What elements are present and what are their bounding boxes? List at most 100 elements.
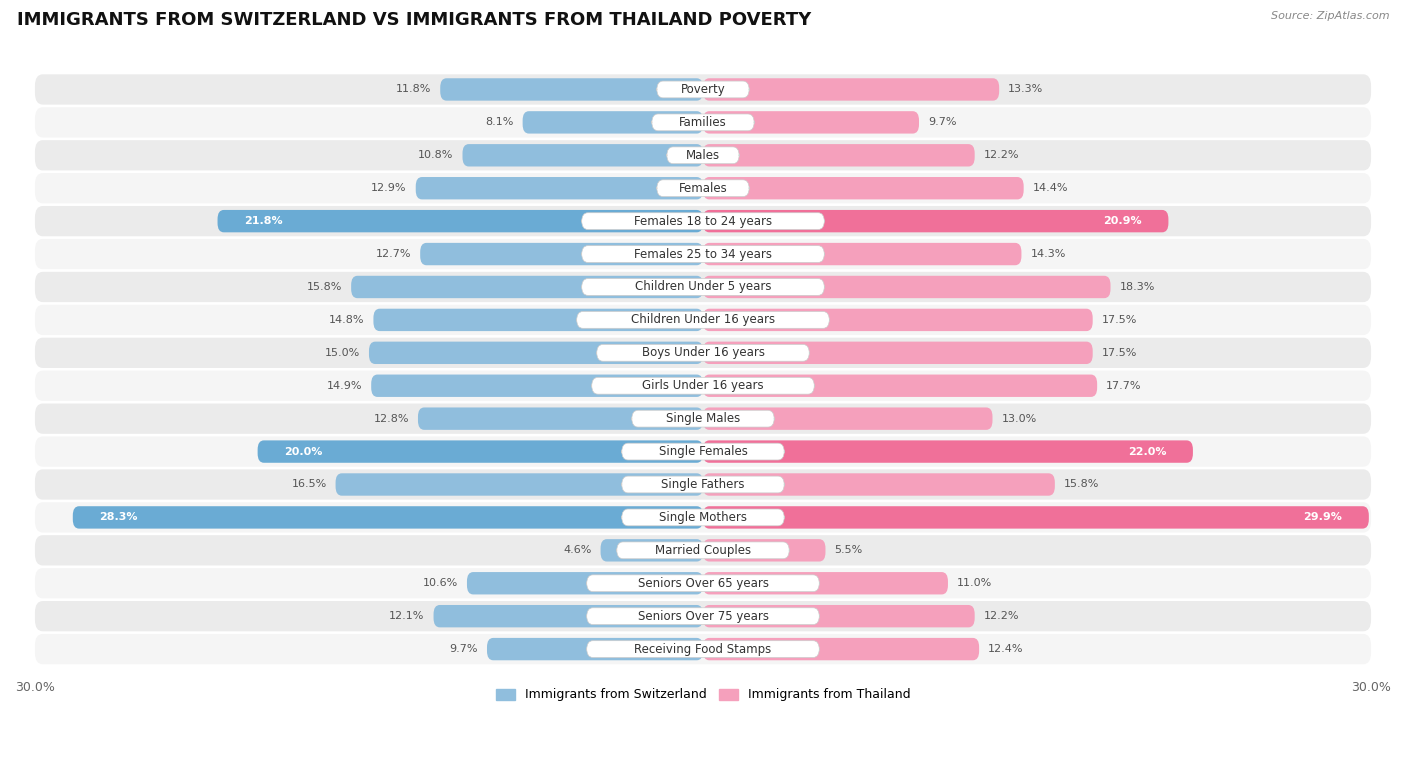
FancyBboxPatch shape (703, 243, 1021, 265)
FancyBboxPatch shape (523, 111, 703, 133)
Text: Females 18 to 24 years: Females 18 to 24 years (634, 215, 772, 227)
Text: 15.8%: 15.8% (307, 282, 342, 292)
Text: 15.0%: 15.0% (325, 348, 360, 358)
FancyBboxPatch shape (582, 246, 824, 262)
FancyBboxPatch shape (703, 572, 948, 594)
FancyBboxPatch shape (703, 177, 1024, 199)
Text: Seniors Over 65 years: Seniors Over 65 years (637, 577, 769, 590)
FancyBboxPatch shape (374, 309, 703, 331)
FancyBboxPatch shape (703, 440, 1192, 463)
FancyBboxPatch shape (703, 374, 1097, 397)
Text: 12.4%: 12.4% (988, 644, 1024, 654)
Text: 13.3%: 13.3% (1008, 84, 1043, 95)
FancyBboxPatch shape (600, 539, 703, 562)
Text: 12.2%: 12.2% (984, 611, 1019, 621)
Text: 11.8%: 11.8% (396, 84, 432, 95)
Text: 14.3%: 14.3% (1031, 249, 1066, 259)
Text: 12.8%: 12.8% (374, 414, 409, 424)
FancyBboxPatch shape (703, 539, 825, 562)
Legend: Immigrants from Switzerland, Immigrants from Thailand: Immigrants from Switzerland, Immigrants … (491, 684, 915, 706)
FancyBboxPatch shape (420, 243, 703, 265)
Text: 28.3%: 28.3% (100, 512, 138, 522)
FancyBboxPatch shape (703, 506, 1369, 528)
FancyBboxPatch shape (440, 78, 703, 101)
FancyBboxPatch shape (657, 81, 749, 98)
Text: 8.1%: 8.1% (485, 117, 513, 127)
FancyBboxPatch shape (352, 276, 703, 298)
FancyBboxPatch shape (416, 177, 703, 199)
FancyBboxPatch shape (703, 638, 979, 660)
Text: 9.7%: 9.7% (450, 644, 478, 654)
Text: 14.8%: 14.8% (329, 315, 364, 325)
Text: Single Males: Single Males (666, 412, 740, 425)
Text: 17.5%: 17.5% (1102, 315, 1137, 325)
FancyBboxPatch shape (467, 572, 703, 594)
FancyBboxPatch shape (617, 542, 789, 559)
Text: Families: Families (679, 116, 727, 129)
FancyBboxPatch shape (621, 509, 785, 526)
FancyBboxPatch shape (35, 173, 1371, 203)
Text: 22.0%: 22.0% (1128, 446, 1166, 456)
FancyBboxPatch shape (433, 605, 703, 628)
Text: 14.4%: 14.4% (1032, 183, 1069, 193)
FancyBboxPatch shape (703, 78, 1000, 101)
Text: Females: Females (679, 182, 727, 195)
Text: 15.8%: 15.8% (1064, 480, 1099, 490)
Text: Single Females: Single Females (658, 445, 748, 458)
FancyBboxPatch shape (703, 276, 1111, 298)
FancyBboxPatch shape (703, 111, 920, 133)
FancyBboxPatch shape (218, 210, 703, 233)
FancyBboxPatch shape (73, 506, 703, 528)
FancyBboxPatch shape (582, 279, 824, 296)
Text: Source: ZipAtlas.com: Source: ZipAtlas.com (1271, 11, 1389, 21)
Text: Single Fathers: Single Fathers (661, 478, 745, 491)
Text: 5.5%: 5.5% (834, 545, 863, 556)
FancyBboxPatch shape (703, 473, 1054, 496)
Text: Children Under 16 years: Children Under 16 years (631, 313, 775, 327)
FancyBboxPatch shape (486, 638, 703, 660)
Text: 9.7%: 9.7% (928, 117, 956, 127)
Text: 29.9%: 29.9% (1303, 512, 1343, 522)
FancyBboxPatch shape (35, 371, 1371, 401)
Text: 12.1%: 12.1% (389, 611, 425, 621)
FancyBboxPatch shape (35, 206, 1371, 236)
FancyBboxPatch shape (592, 377, 814, 394)
FancyBboxPatch shape (621, 443, 785, 460)
FancyBboxPatch shape (257, 440, 703, 463)
FancyBboxPatch shape (703, 144, 974, 167)
Text: 21.8%: 21.8% (245, 216, 283, 226)
Text: 17.5%: 17.5% (1102, 348, 1137, 358)
FancyBboxPatch shape (703, 342, 1092, 364)
FancyBboxPatch shape (418, 408, 703, 430)
Text: Married Couples: Married Couples (655, 543, 751, 557)
FancyBboxPatch shape (35, 568, 1371, 598)
FancyBboxPatch shape (596, 344, 810, 362)
FancyBboxPatch shape (35, 74, 1371, 105)
FancyBboxPatch shape (368, 342, 703, 364)
FancyBboxPatch shape (652, 114, 754, 131)
Text: 17.7%: 17.7% (1107, 381, 1142, 390)
FancyBboxPatch shape (35, 503, 1371, 533)
Text: 11.0%: 11.0% (957, 578, 993, 588)
Text: Poverty: Poverty (681, 83, 725, 96)
FancyBboxPatch shape (703, 309, 1092, 331)
FancyBboxPatch shape (703, 210, 1168, 233)
FancyBboxPatch shape (35, 601, 1371, 631)
FancyBboxPatch shape (35, 305, 1371, 335)
Text: 12.2%: 12.2% (984, 150, 1019, 160)
Text: Single Mothers: Single Mothers (659, 511, 747, 524)
FancyBboxPatch shape (35, 107, 1371, 137)
Text: 12.7%: 12.7% (375, 249, 412, 259)
Text: Girls Under 16 years: Girls Under 16 years (643, 379, 763, 392)
FancyBboxPatch shape (35, 337, 1371, 368)
Text: IMMIGRANTS FROM SWITZERLAND VS IMMIGRANTS FROM THAILAND POVERTY: IMMIGRANTS FROM SWITZERLAND VS IMMIGRANT… (17, 11, 811, 30)
Text: 13.0%: 13.0% (1001, 414, 1036, 424)
FancyBboxPatch shape (371, 374, 703, 397)
FancyBboxPatch shape (576, 312, 830, 328)
FancyBboxPatch shape (35, 535, 1371, 565)
FancyBboxPatch shape (463, 144, 703, 167)
Text: Females 25 to 34 years: Females 25 to 34 years (634, 248, 772, 261)
Text: 18.3%: 18.3% (1119, 282, 1154, 292)
FancyBboxPatch shape (35, 634, 1371, 664)
FancyBboxPatch shape (586, 608, 820, 625)
